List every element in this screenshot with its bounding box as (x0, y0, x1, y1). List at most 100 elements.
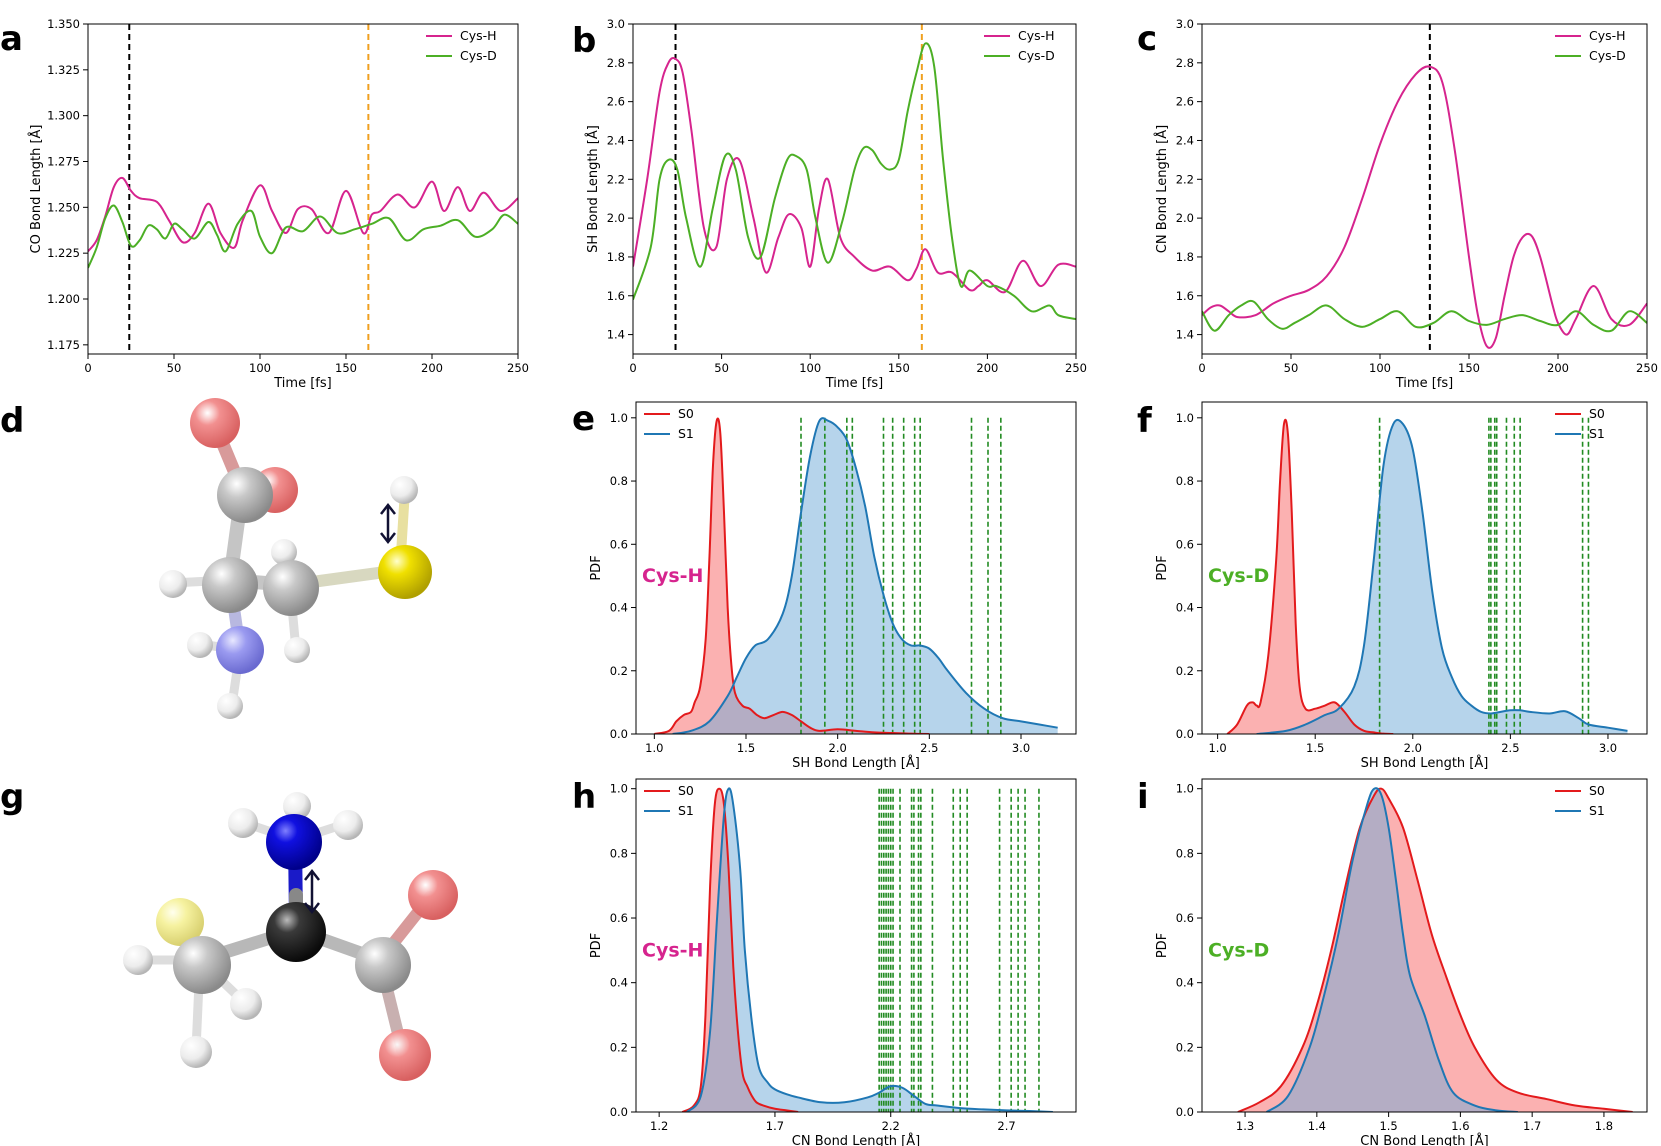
x-tick-label-a-0: 0 (84, 361, 91, 375)
x-tick-label-c-4: 200 (1547, 361, 1569, 375)
chart-h: 1.2 1.7 2.2 2.7 0.0 0.2 0.4 0.6 0.8 1.0 CN Bond Le… (589, 778, 1077, 1146)
x-tick-label-f-1: 1.5 (1306, 741, 1324, 755)
y-tick-label-h-4: 0.8 (610, 846, 628, 860)
x-tick-label-h-3: 2.7 (997, 1119, 1015, 1133)
atom-hydrogen-c3a (271, 539, 297, 565)
atom-nitrogen (266, 814, 322, 870)
stretch-arrow-g-icon (304, 868, 320, 915)
series-line-c-Cys-H (1202, 65, 1647, 349)
y-tick-label-b-1: 1.6 (607, 289, 625, 303)
y-tick-label-c-6: 2.6 (1176, 95, 1194, 109)
y-tick-label-b-6: 2.6 (607, 95, 625, 109)
legend-label-e-S0: S0 (678, 406, 694, 421)
legend-label-b-Cys-D: Cys-D (1018, 48, 1055, 63)
atom-hydrogen-c2c (180, 1036, 212, 1068)
atom-hydrogen-n1 (187, 632, 213, 658)
y-tick-label-h-2: 0.4 (610, 976, 628, 990)
y-tick-label-a-1: 1.200 (47, 292, 80, 306)
legend-label-a-Cys-D: Cys-D (460, 48, 497, 63)
x-tick-label-i-0: 1.3 (1236, 1119, 1254, 1133)
panel-letter-b: b (572, 21, 596, 61)
atom-carbon-3 (355, 937, 411, 993)
y-axis-label-a: CO Bond Length [Å] (28, 125, 44, 254)
series-fill-e-S1 (672, 418, 1058, 734)
atom-carbon-2 (173, 936, 231, 994)
y-tick-label-c-5: 2.4 (1176, 133, 1194, 147)
atom-carbon-alpha (266, 902, 326, 962)
y-tick-label-i-2: 0.4 (1176, 976, 1194, 990)
x-axis-label-h: CN Bond Length [Å] (792, 1133, 920, 1146)
x-tick-label-f-0: 1.0 (1208, 741, 1226, 755)
chart-h-plot-area (681, 787, 1053, 1112)
x-tick-label-b-3: 150 (888, 361, 910, 375)
y-tick-label-b-2: 1.8 (607, 250, 625, 264)
atom-carbon-2 (202, 557, 258, 613)
y-tick-label-c-0: 1.4 (1176, 328, 1194, 342)
axes-frame-a (87, 23, 519, 355)
y-tick-label-a-6: 1.325 (47, 63, 80, 77)
series-line-b-Cys-H (633, 57, 1076, 294)
axes-frame-c (1201, 23, 1648, 355)
y-tick-label-f-0: 0.0 (1176, 727, 1194, 741)
atom-hydrogen-c2 (159, 570, 187, 598)
y-tick-label-e-5: 1.0 (610, 411, 628, 425)
atom-hydrogen-c3b (284, 637, 310, 663)
y-tick-label-e-2: 0.4 (610, 601, 628, 615)
x-tick-label-b-0: 0 (629, 361, 636, 375)
series-line-i-S0 (1237, 787, 1633, 1112)
panel-letter-h: h (572, 777, 596, 817)
y-tick-label-h-3: 0.6 (610, 911, 628, 925)
y-tick-label-f-3: 0.6 (1176, 537, 1194, 551)
y-tick-label-b-5: 2.4 (607, 133, 625, 147)
atom-oxygen-1 (408, 870, 458, 920)
chart-f-plot-area (1226, 417, 1628, 734)
x-tick-label-e-1: 1.5 (737, 741, 755, 755)
panel-letter-g: g (0, 777, 24, 817)
y-tick-label-i-5: 1.0 (1176, 782, 1194, 796)
y-tick-label-i-1: 0.2 (1176, 1040, 1194, 1054)
y-axis-label-h: PDF (589, 933, 604, 958)
y-tick-label-i-4: 0.8 (1176, 846, 1194, 860)
axes-frame-b (632, 23, 1077, 355)
y-tick-label-b-7: 2.8 (607, 56, 625, 70)
y-tick-label-b-4: 2.2 (607, 172, 625, 186)
x-tick-label-c-5: 250 (1636, 361, 1658, 375)
chart-a: 0 50 100 150 200 250 1.175 1.200 1.225 1.250 1.275… (28, 17, 529, 391)
y-axis-label-c: CN Bond Length [Å] (1154, 125, 1170, 253)
x-tick-label-c-3: 150 (1458, 361, 1480, 375)
panel-letter-a: a (0, 19, 23, 59)
x-tick-label-c-2: 100 (1369, 361, 1391, 375)
atom-hydrogen-n3 (333, 810, 363, 840)
x-tick-label-f-3: 2.5 (1501, 741, 1519, 755)
x-axis-label-e: SH Bond Length [Å] (792, 755, 920, 771)
atom-hydrogen-n2 (217, 693, 243, 719)
legend-label-h-S1: S1 (678, 803, 694, 818)
legend-label-b-Cys-H: Cys-H (1018, 28, 1055, 43)
chart-f: 1.0 1.5 2.0 2.5 3.0 0.0 0.2 0.4 0.6 0.8 1.0 SH Bond… (1155, 401, 1648, 771)
chart-c: 0 50 100 150 200 250 1.4 1.6 1.8 2.0 2.2 2.4 2.6 2.8 3… (1154, 17, 1658, 391)
series-line-e-S0 (654, 417, 930, 734)
x-tick-label-a-5: 250 (507, 361, 529, 375)
x-tick-label-e-3: 2.5 (920, 741, 938, 755)
series-line-f-S0 (1226, 418, 1394, 734)
x-axis-label-i: CN Bond Length [Å] (1360, 1133, 1488, 1146)
x-tick-label-e-4: 3.0 (1012, 741, 1030, 755)
series-line-e-S1 (672, 417, 1058, 734)
y-tick-label-c-3: 2.0 (1176, 211, 1194, 225)
y-tick-label-h-1: 0.2 (610, 1040, 628, 1054)
panel-letter-f: f (1137, 401, 1153, 441)
molecule-d (159, 398, 432, 719)
x-tick-label-b-1: 50 (714, 361, 729, 375)
y-tick-label-i-0: 0.0 (1176, 1105, 1194, 1119)
series-fill-i-S1 (1266, 788, 1518, 1112)
y-tick-label-c-1: 1.6 (1176, 289, 1194, 303)
panel-letter-i: i (1137, 777, 1149, 817)
x-tick-label-i-1: 1.4 (1308, 1119, 1326, 1133)
atom-oxygen-2 (379, 1029, 431, 1081)
y-tick-label-b-3: 2.0 (607, 211, 625, 225)
chart-i-plot-area (1237, 787, 1633, 1112)
legend-label-h-S0: S0 (678, 783, 694, 798)
axes-frame-h (635, 778, 1077, 1113)
chart-c-plot-area (1202, 24, 1647, 354)
x-tick-label-h-2: 2.2 (882, 1119, 900, 1133)
